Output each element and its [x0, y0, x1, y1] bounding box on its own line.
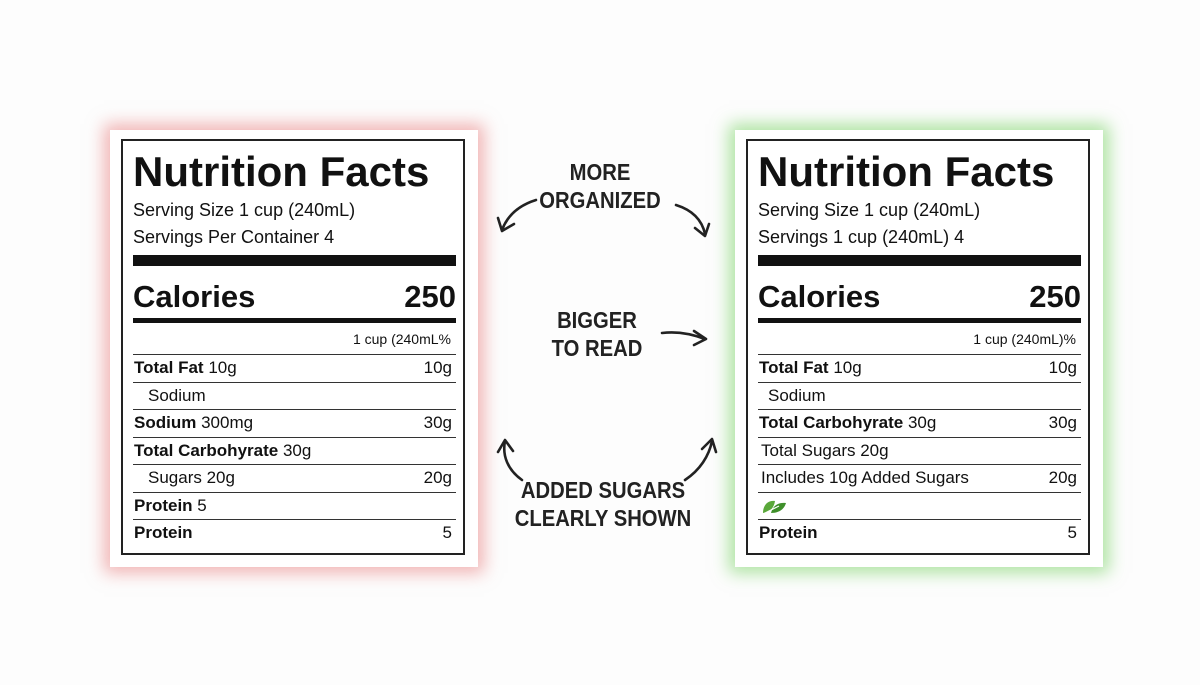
nutrient-text: Includes 10g Added Sugars: [761, 468, 969, 488]
arrowhead: [496, 438, 515, 454]
annotation: ADDED SUGARS CLEARLY SHOWN: [506, 476, 700, 532]
nutrient-text: Total Sugars 20g: [761, 440, 889, 460]
daily-value: 10g: [1048, 358, 1077, 378]
annotation-line: ADDED SUGARS: [520, 477, 686, 503]
serving-size: Serving Size 1 cup (240mL): [133, 200, 356, 220]
nutrient-row: Sugars 20g 20g: [133, 465, 456, 493]
daily-value: 10g: [423, 358, 452, 378]
nutrition-label-old: Nutrition Facts Serving Size 1 cup (240m…: [110, 130, 478, 567]
icon-row: [758, 493, 1081, 520]
annotation-line: BIGGER: [557, 307, 637, 333]
daily-value: 20g: [423, 468, 452, 488]
nutrient: Protein: [759, 523, 818, 543]
calories-label: Calories: [133, 279, 256, 314]
label-title: Nutrition Facts: [758, 148, 1055, 195]
amount: 30g: [282, 440, 312, 460]
annotation-line: ORGANIZED: [539, 187, 661, 213]
nutrient-row: Includes 10g Added Sugars 20g: [758, 465, 1081, 493]
calories-label: Calories: [758, 279, 881, 314]
nutrient-row: Protein 5: [133, 520, 456, 547]
calories-value: 250: [1029, 279, 1081, 314]
amount: 5: [197, 495, 207, 515]
annotation: MORE ORGANIZED: [530, 158, 671, 214]
leaf-icon: [762, 500, 786, 515]
daily-value: 5: [1067, 523, 1077, 543]
arrow: [683, 439, 714, 482]
arrowhead: [496, 216, 516, 233]
arrowhead: [692, 329, 708, 347]
serving-size: Serving Size 1 cup (240mL): [758, 200, 981, 220]
nutrient: Total Fat: [759, 358, 829, 378]
label-title: Nutrition Facts: [133, 148, 430, 195]
nutrient-rows: Total Fat 10g 10g Sodium Total Carbohyrat…: [758, 354, 1081, 547]
amount: 30g: [907, 413, 937, 433]
nutrient-text: Sugars 20g: [148, 468, 235, 488]
thick-rule: [758, 255, 1081, 266]
nutrition-label-new: Nutrition Facts Serving Size 1 cup (240m…: [735, 130, 1103, 567]
serving-note: 1 cup (240mL)%: [973, 331, 1076, 347]
daily-value: 30g: [1048, 413, 1077, 433]
nutrient: Protein: [134, 495, 193, 515]
daily-value: 5: [442, 523, 452, 543]
servings: Servings Per Container 4: [133, 227, 335, 247]
calories-value: 250: [404, 279, 456, 314]
nutrient-row: Protein 5: [758, 520, 1081, 547]
calories: Calories 250: [133, 278, 456, 316]
arrow: [500, 198, 538, 232]
nutrient-row: Sodium: [133, 383, 456, 410]
arrowhead: [700, 437, 718, 454]
label-frame: Nutrition Facts Serving Size 1 cup (240m…: [746, 139, 1090, 555]
annotation-line: TO READ: [551, 335, 643, 361]
annotation: BIGGER TO READ: [527, 306, 668, 362]
amount: 10g: [833, 358, 862, 378]
label-frame: Nutrition Facts Serving Size 1 cup (240m…: [121, 139, 465, 555]
nutrient-rows: Total Fat 10g 10g Sodium Sodium 300mg 30g …: [133, 354, 456, 547]
nutrient-row: Total Fat 10g 10g: [133, 355, 456, 383]
nutrient-row: Protein 5: [133, 493, 456, 520]
nutrient-row: Total Carbohyrate 30g 30g: [758, 410, 1081, 438]
amount: 10g: [208, 358, 237, 378]
thick-rule: [133, 255, 456, 266]
nutrient-row: Total Fat 10g 10g: [758, 355, 1081, 383]
nutrient-row: Sodium 300mg 30g: [133, 410, 456, 438]
arrow: [502, 439, 524, 482]
nutrient: Total Carbohyrate: [134, 440, 279, 460]
nutrient-row: Total Sugars 20g: [758, 438, 1081, 465]
daily-value: 30g: [423, 413, 452, 433]
nutrient-text: Sodium: [768, 385, 826, 405]
nutrient-text: Sodium: [148, 385, 206, 405]
servings: Servings 1 cup (240mL) 4: [758, 227, 965, 247]
amount: 300mg: [201, 413, 254, 433]
arrow: [674, 203, 707, 236]
nutrient-row: Sodium: [758, 383, 1081, 410]
nutrient: Total Carbohyrate: [759, 413, 904, 433]
arrow: [660, 331, 707, 341]
nutrient-row: Total Carbohyrate 30g: [133, 438, 456, 465]
annotation-line: CLEARLY SHOWN: [514, 505, 692, 531]
nutrient: Protein: [134, 523, 193, 543]
medium-rule: [758, 318, 1081, 323]
calories: Calories 250: [758, 278, 1081, 316]
annotation-line: MORE: [569, 159, 631, 185]
nutrient: Total Fat: [134, 358, 204, 378]
arrowhead: [693, 222, 711, 238]
daily-value: 20g: [1048, 468, 1077, 488]
medium-rule: [133, 318, 456, 323]
serving-note: 1 cup (240mL%: [352, 331, 451, 347]
nutrient: Sodium: [134, 413, 197, 433]
